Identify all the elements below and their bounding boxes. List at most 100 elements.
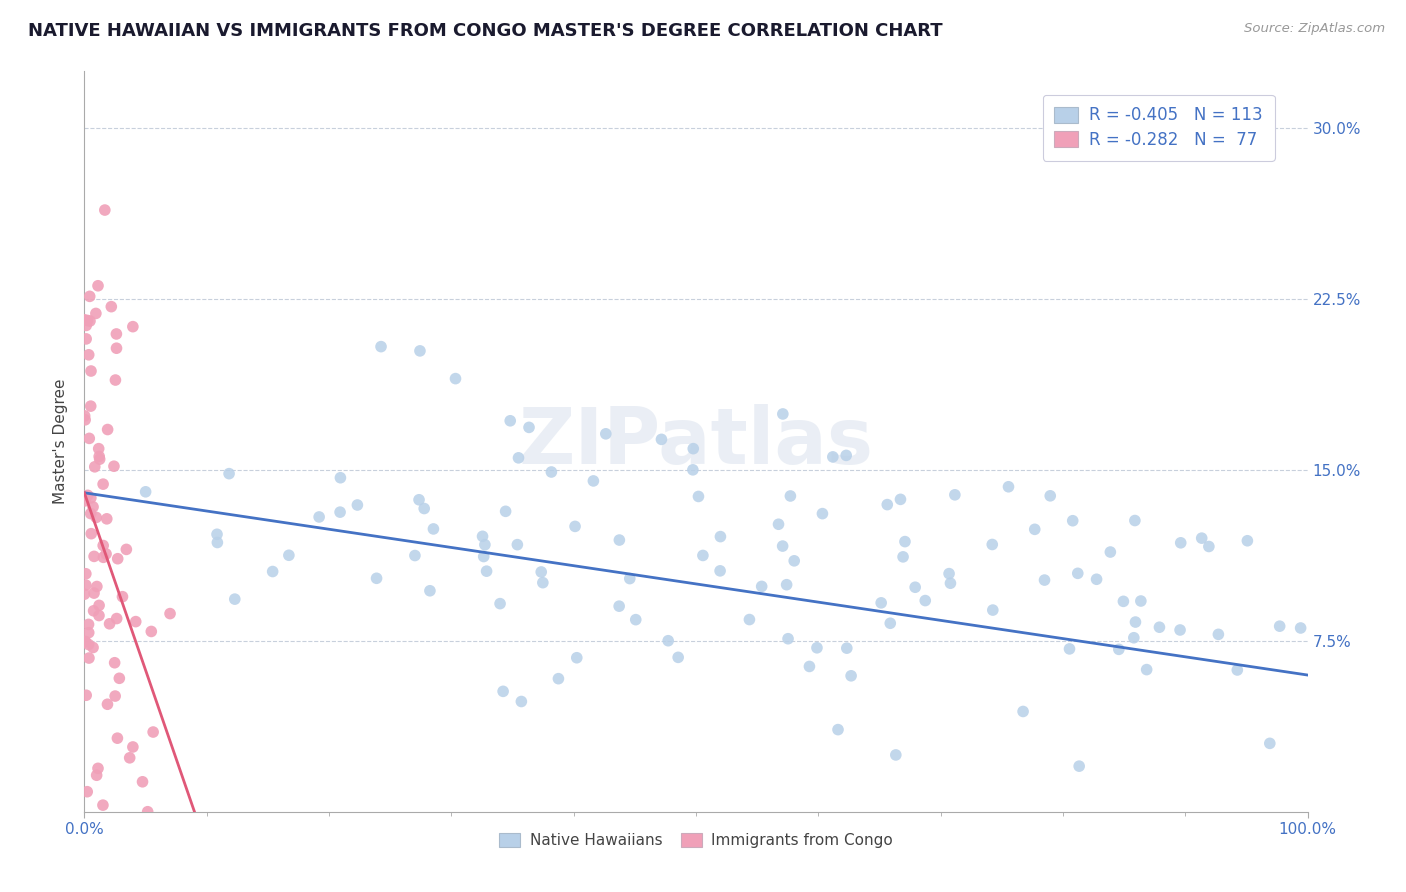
Point	[346, 498, 368, 512]
Point	[91, 539, 114, 553]
Point	[492, 684, 515, 698]
Point	[80, 399, 103, 413]
Point	[891, 549, 914, 564]
Point	[83, 586, 105, 600]
Point	[595, 426, 617, 441]
Point	[751, 579, 773, 593]
Point	[530, 565, 553, 579]
Point	[125, 615, 148, 629]
Point	[738, 613, 761, 627]
Point	[1226, 663, 1249, 677]
Point	[547, 672, 569, 686]
Point	[409, 343, 432, 358]
Point	[77, 431, 100, 445]
Point	[1268, 619, 1291, 633]
Point	[779, 489, 801, 503]
Legend: Native Hawaiians, Immigrants from Congo: Native Hawaiians, Immigrants from Congo	[492, 825, 900, 856]
Point	[609, 533, 631, 547]
Point	[111, 590, 134, 604]
Point	[87, 442, 110, 456]
Point	[96, 512, 118, 526]
Point	[565, 650, 588, 665]
Point	[224, 592, 246, 607]
Point	[1067, 566, 1090, 581]
Point	[76, 313, 98, 327]
Point	[879, 616, 901, 631]
Point	[105, 611, 128, 625]
Point	[86, 580, 108, 594]
Point	[1112, 594, 1135, 608]
Point	[495, 504, 517, 518]
Point	[108, 671, 131, 685]
Point	[83, 604, 105, 618]
Point	[366, 571, 388, 585]
Point	[682, 442, 704, 456]
Point	[91, 798, 114, 813]
Point	[506, 538, 529, 552]
Point	[104, 373, 127, 387]
Point	[98, 616, 121, 631]
Point	[79, 289, 101, 303]
Point	[624, 613, 647, 627]
Point	[772, 407, 794, 421]
Point	[709, 564, 731, 578]
Point	[80, 507, 103, 521]
Point	[94, 202, 117, 217]
Point	[159, 607, 181, 621]
Point	[97, 423, 120, 437]
Point	[141, 624, 163, 639]
Point	[84, 306, 107, 320]
Point	[77, 617, 100, 632]
Point	[564, 519, 586, 533]
Point	[692, 549, 714, 563]
Point	[75, 688, 97, 702]
Point	[894, 534, 917, 549]
Point	[1033, 573, 1056, 587]
Point	[329, 505, 352, 519]
Point	[1129, 594, 1152, 608]
Point	[709, 530, 731, 544]
Point	[1039, 489, 1062, 503]
Point	[772, 539, 794, 553]
Text: NATIVE HAWAIIAN VS IMMIGRANTS FROM CONGO MASTER'S DEGREE CORRELATION CHART: NATIVE HAWAIIAN VS IMMIGRANTS FROM CONGO…	[28, 22, 943, 40]
Point	[75, 634, 97, 648]
Point	[489, 597, 512, 611]
Point	[1289, 621, 1312, 635]
Point	[121, 319, 143, 334]
Point	[105, 341, 128, 355]
Point	[827, 723, 849, 737]
Point	[1236, 533, 1258, 548]
Point	[1099, 545, 1122, 559]
Point	[87, 608, 110, 623]
Point	[997, 480, 1019, 494]
Point	[939, 576, 962, 591]
Point	[277, 548, 299, 562]
Point	[262, 565, 284, 579]
Point	[105, 326, 128, 341]
Point	[142, 725, 165, 739]
Point	[619, 572, 641, 586]
Point	[135, 484, 157, 499]
Point	[531, 575, 554, 590]
Point	[666, 650, 689, 665]
Point	[1059, 641, 1081, 656]
Point	[83, 549, 105, 564]
Point	[207, 535, 229, 549]
Point	[73, 409, 96, 423]
Point	[444, 371, 467, 385]
Point	[75, 332, 97, 346]
Point	[84, 510, 107, 524]
Point	[1149, 620, 1171, 634]
Point	[80, 364, 103, 378]
Point	[1136, 663, 1159, 677]
Point	[75, 318, 97, 333]
Point	[75, 578, 97, 592]
Point	[89, 452, 111, 467]
Point	[370, 340, 392, 354]
Point	[517, 420, 540, 434]
Text: ZIPatlas: ZIPatlas	[519, 403, 873, 480]
Point	[981, 537, 1004, 551]
Point	[508, 450, 530, 465]
Point	[404, 549, 426, 563]
Point	[77, 348, 100, 362]
